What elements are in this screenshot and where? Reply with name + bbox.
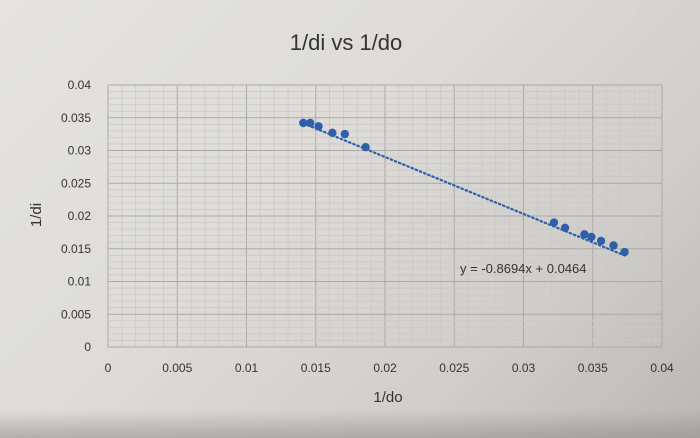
gridlines [107, 84, 663, 348]
data-point [340, 129, 350, 139]
data-point [314, 122, 323, 131]
data-point [306, 118, 315, 128]
x-tick-label: 0.005 [162, 361, 192, 375]
y-tick-labels: 0 0.005 0.01 0.015 0.02 0.025 0.03 0.035 0.04 [61, 78, 91, 354]
data-point [549, 218, 559, 227]
y-tick-label: 0 [84, 340, 91, 354]
x-tick-label: 0.01 [235, 361, 259, 375]
data-point [620, 247, 629, 257]
data-point [328, 128, 337, 138]
x-tick-label: 0.025 [439, 361, 469, 375]
y-tick-label: 0.025 [61, 176, 91, 190]
y-tick-label: 0.015 [61, 242, 91, 256]
data-point [596, 236, 606, 246]
x-tick-label: 0.015 [301, 361, 331, 375]
y-tick-label: 0.01 [68, 275, 92, 289]
chart-title: 1/di vs 1/do [290, 30, 403, 55]
x-tick-label: 0.02 [373, 361, 397, 375]
x-tick-label: 0 [105, 361, 112, 375]
y-tick-label: 0.005 [61, 307, 91, 321]
x-axis-label: 1/do [373, 389, 402, 406]
data-point [560, 223, 570, 232]
y-axis-label: 1/di [28, 203, 45, 227]
x-tick-label: 0.035 [578, 361, 608, 375]
x-tick-label: 0.04 [650, 361, 674, 375]
data-point [609, 241, 618, 250]
trendline [302, 122, 626, 257]
data-point [361, 143, 370, 152]
data-point [580, 230, 589, 239]
photo-shadow [0, 410, 700, 438]
data-point [299, 118, 308, 128]
y-tick-label: 0.03 [68, 144, 92, 158]
data-points [299, 118, 629, 257]
y-tick-label: 0.035 [61, 111, 91, 125]
trendline-equation: y = -0.8694x + 0.0464 [460, 261, 586, 276]
x-tick-labels: 0 0.005 0.01 0.015 0.02 0.025 0.03 0.035 0.04 [105, 361, 674, 375]
y-tick-label: 0.04 [68, 78, 92, 92]
x-tick-label: 0.03 [512, 361, 536, 375]
y-tick-label: 0.02 [68, 209, 92, 223]
data-point [587, 232, 596, 242]
